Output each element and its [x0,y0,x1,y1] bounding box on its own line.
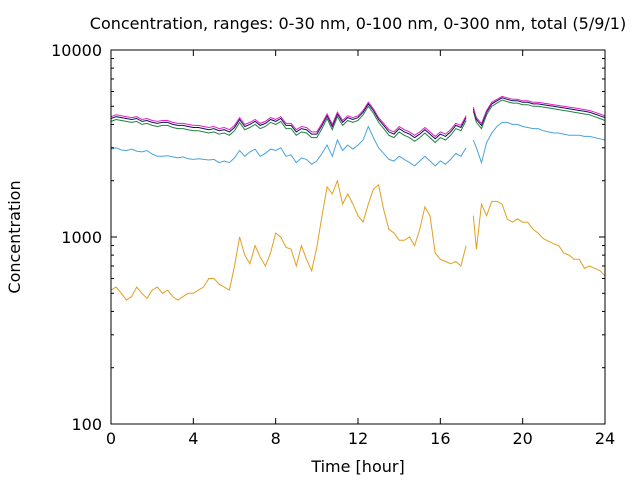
x-tick-label: 16 [430,429,450,448]
y-tick-label: 1000 [61,228,102,247]
series-line-3 [110,99,606,144]
y-axis-label: Concentration [5,180,24,293]
series-line-2 [110,121,606,167]
series-line-4 [110,97,606,140]
series-line-1 [110,178,606,301]
x-tick-label: 0 [106,429,116,448]
y-tick-label: 100 [71,415,102,434]
x-tick-label: 4 [188,429,198,448]
chart-title: Concentration, ranges: 0-30 nm, 0-100 nm… [90,14,626,33]
series-layer [110,95,606,301]
x-axis-label: Time [hour] [310,457,404,476]
x-tick-label: 20 [512,429,532,448]
y-tick-label: 10000 [51,41,102,60]
x-tick-label: 12 [348,429,368,448]
x-tick-label: 8 [271,429,281,448]
series-line-5 [110,95,606,138]
axis-layer: 0 4 8 12 16 20 24 100 1000 10000 [51,41,615,448]
x-tick-label: 24 [595,429,615,448]
